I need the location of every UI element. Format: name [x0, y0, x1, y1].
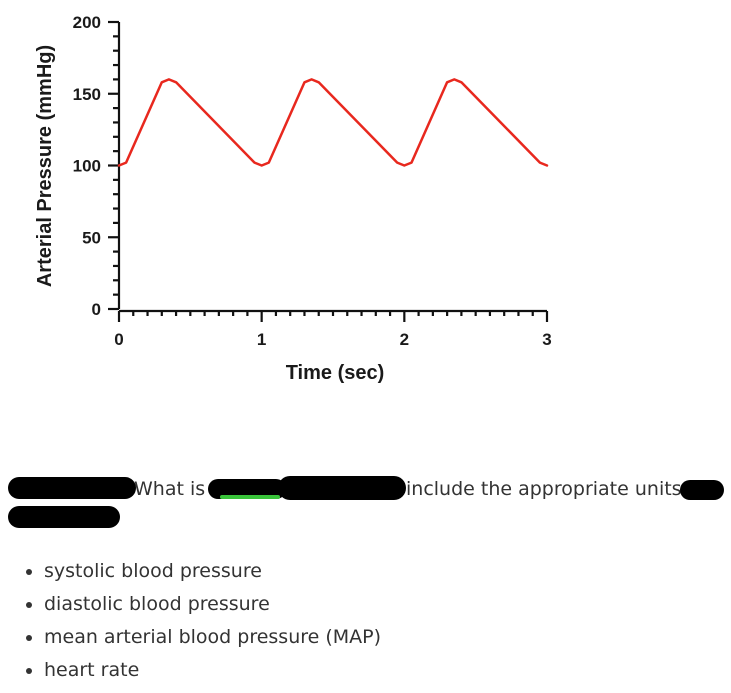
question-text-end: include the appropriate units — [406, 478, 682, 500]
redaction-mark — [278, 476, 406, 500]
criteria-list: systolic blood pressure diastolic blood … — [22, 556, 381, 688]
list-item: diastolic blood pressure — [44, 589, 381, 622]
question-block: What is include the appropriate units — [8, 474, 724, 534]
y-tick-label: 50 — [82, 228, 101, 247]
redaction-mark — [680, 480, 724, 500]
y-tick-label: 150 — [73, 85, 101, 104]
question-text-start: What is — [134, 478, 206, 500]
redaction-mark — [8, 506, 120, 528]
x-tick-label: 0 — [114, 330, 123, 349]
arterial-pressure-chart: 0 50 100 150 200 0 1 2 3 Time (sec) Arterial Pre… — [34, 13, 552, 384]
y-tick-label: 0 — [92, 300, 101, 319]
list-item: heart rate — [44, 655, 381, 688]
x-tick-label: 1 — [257, 330, 266, 349]
pressure-series-line — [117, 78, 549, 167]
x-tick-label: 3 — [542, 330, 551, 349]
list-item: mean arterial blood pressure (MAP) — [44, 622, 381, 655]
question-line-1: What is include the appropriate units — [8, 474, 724, 504]
y-axis-title: Arterial Pressure (mmHg) — [34, 45, 56, 287]
x-tick-label: 2 — [400, 330, 409, 349]
question-line-2 — [8, 504, 723, 534]
y-tick-label: 100 — [73, 157, 101, 176]
highlight-mark — [220, 495, 280, 499]
x-axis-title: Time (sec) — [286, 362, 385, 384]
y-tick-label: 200 — [73, 13, 101, 32]
list-item: systolic blood pressure — [44, 556, 381, 589]
redaction-mark — [208, 479, 286, 499]
redaction-mark — [8, 477, 136, 499]
